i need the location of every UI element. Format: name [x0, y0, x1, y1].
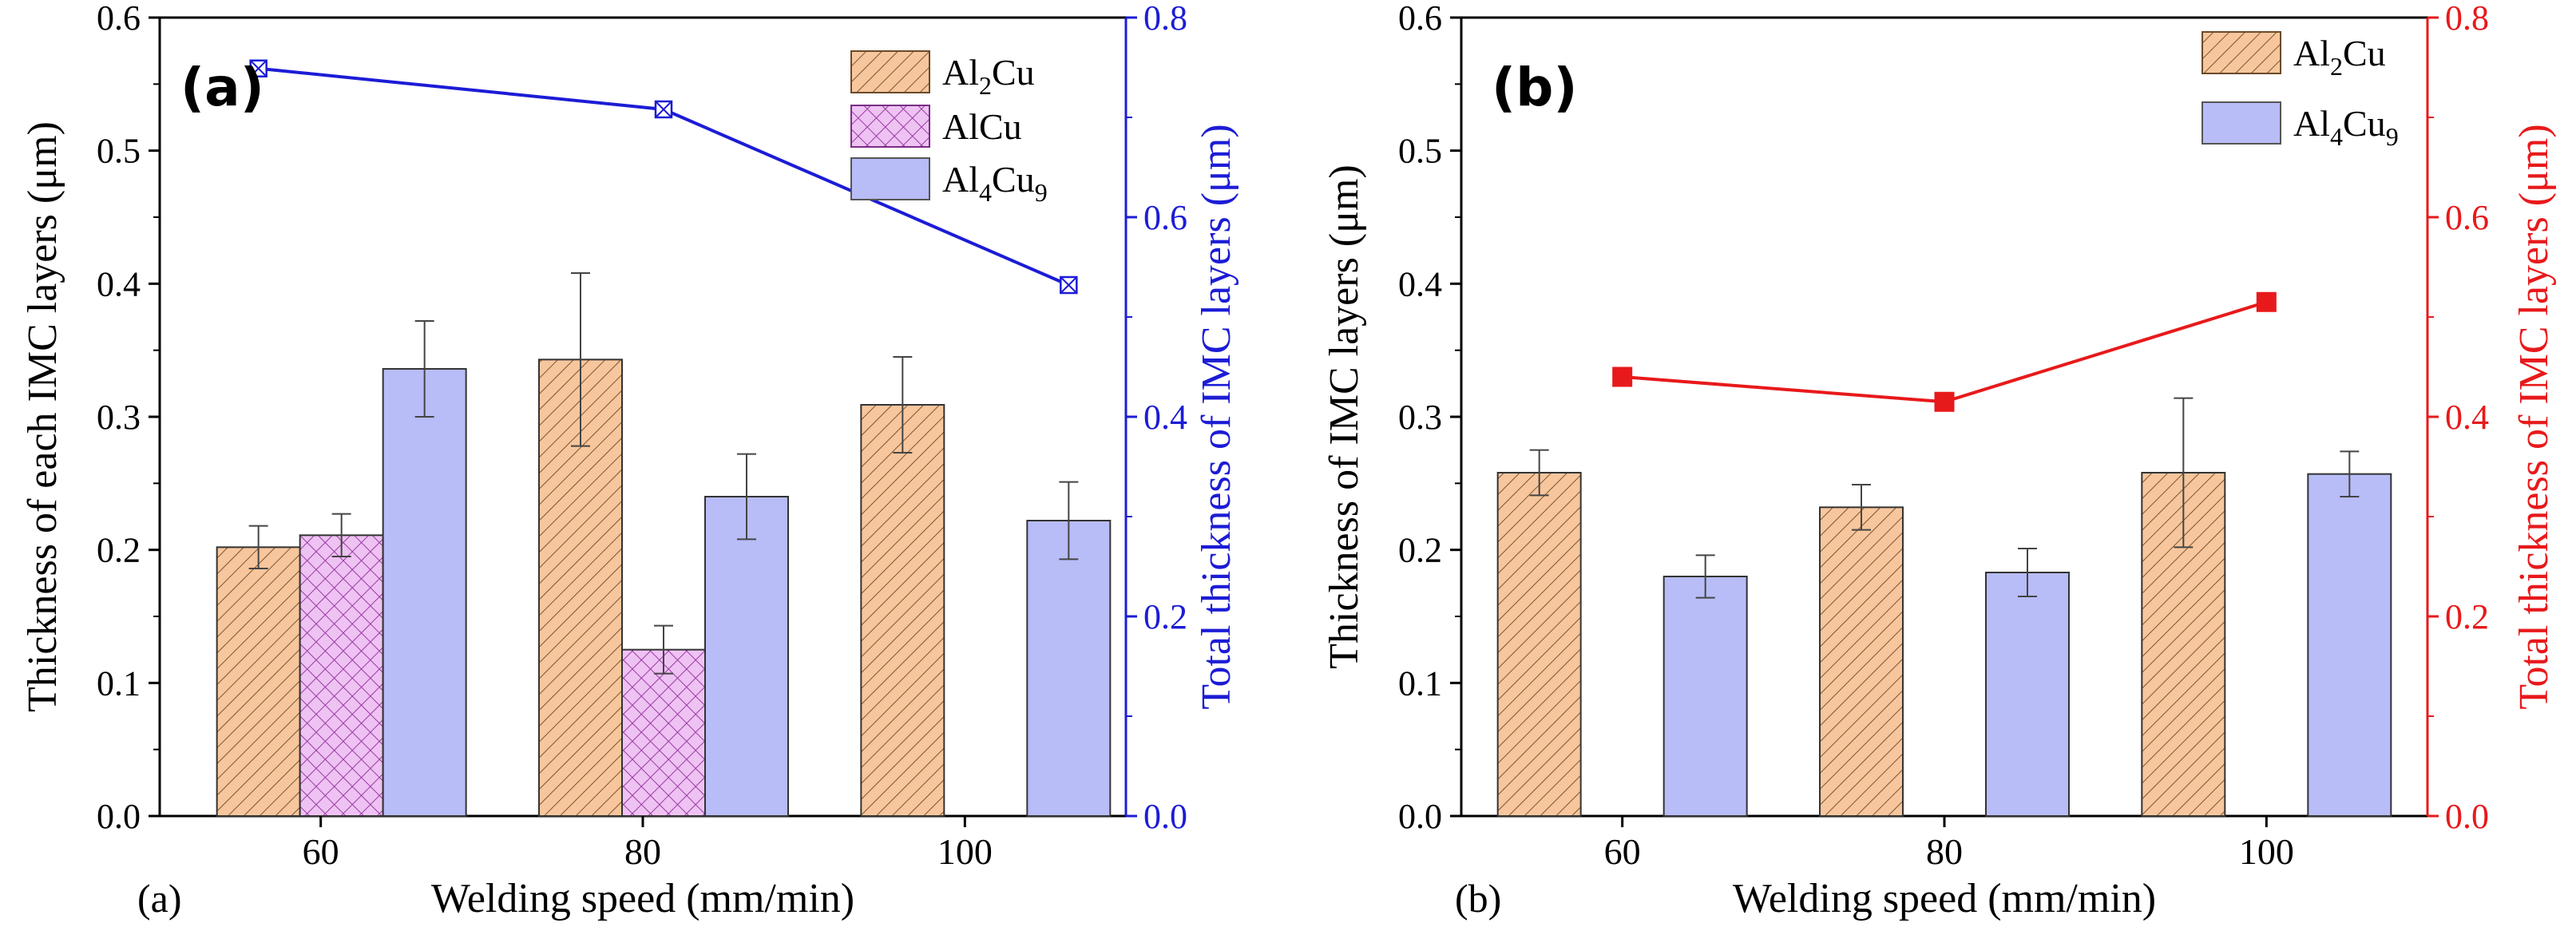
error-bar-al2cu-60-a	[248, 525, 268, 569]
error-bar-alcu-60-a	[331, 513, 351, 557]
bar-al4cu9-60-b	[1663, 576, 1748, 817]
y-tick-label-a: 0.1	[97, 664, 141, 703]
chart-panel-b: 0.0 0.1 0.2 0.3 0.4 0.5 0.6 0.0 0.2 0.4 0.6 0.8 60 80…	[1322, 0, 2557, 921]
y-right-tick-label-a: 0.6	[1143, 198, 1187, 237]
total-point-100-b	[2256, 291, 2277, 312]
x-tick-label-b: 100	[2239, 831, 2294, 872]
y-tick-label-a: 0.4	[97, 264, 141, 303]
y-right-tick-label-a: 0.4	[1143, 398, 1187, 437]
y-axis-right-label-b: Total thickness of IMC layers (μm)	[2511, 124, 2557, 709]
legend-label-al4cu9-a: Al4Cu9	[942, 159, 1048, 207]
total-point-100-a	[1060, 275, 1078, 295]
bar-alcu-80-a	[621, 648, 706, 818]
y-right-tick-label-a: 0.0	[1143, 797, 1187, 836]
y-tick-label-b: 0.2	[1398, 531, 1442, 570]
y-right-tick-label-b: 0.8	[2445, 0, 2489, 38]
y-right-tick-label-b: 0.4	[2445, 398, 2489, 437]
error-bar-al4cu9-100-a	[1059, 481, 1079, 561]
error-bar-al4cu9-100-b	[2340, 450, 2360, 497]
x-tick-label-a: 100	[937, 831, 993, 872]
error-bar-al4cu9-80-a	[737, 453, 756, 541]
ticks-b: 0.0 0.1 0.2 0.3 0.4 0.5 0.6 0.0 0.2 0.4 0.6 0.8 60 80…	[1398, 0, 2489, 872]
bars-a	[216, 359, 1112, 818]
bars-b	[1496, 472, 2392, 818]
y-tick-label-b: 0.5	[1398, 132, 1442, 171]
legend-label-al2cu-a: Al2Cu	[942, 52, 1035, 100]
total-point-80-b	[1934, 391, 1955, 412]
y-tick-label-a: 0.3	[97, 398, 141, 437]
total-point-60-a	[249, 59, 268, 77]
x-axis-label-b: Welding speed (mm/min)	[1733, 876, 2156, 921]
bar-al4cu9-80-a	[704, 496, 789, 817]
legend-swatch-al4cu9-a	[850, 157, 930, 200]
error-bars-b	[1529, 397, 2360, 599]
y-tick-label-b: 0.0	[1398, 797, 1442, 836]
bar-al2cu-60-b	[1496, 472, 1582, 817]
total-line-b	[1612, 291, 2277, 412]
ticks-a: 0.0 0.1 0.2 0.3 0.4 0.5 0.6 0.0 0.2 0.4 0.6 0.8 60 80…	[97, 0, 1187, 872]
legend-swatch-alcu-a	[850, 105, 930, 148]
error-bar-al2cu-80-b	[1852, 484, 1871, 531]
y-tick-label-b: 0.4	[1398, 264, 1442, 303]
plot-area-a: 0.0 0.1 0.2 0.3 0.4 0.5 0.6 0.0 0.2 0.4 0.6 0.8 60 80…	[97, 0, 1187, 872]
total-line-a	[249, 59, 1078, 295]
bar-alcu-60-a	[299, 534, 384, 817]
y-right-tick-label-a: 0.2	[1143, 597, 1187, 636]
y-tick-label-b: 0.1	[1398, 664, 1442, 703]
x-tick-label-a: 80	[624, 831, 661, 872]
error-bar-al2cu-100-a	[893, 356, 913, 454]
panel-tag-b: (b)	[1492, 57, 1578, 118]
legend-label-alcu-a: AlCu	[942, 106, 1022, 147]
y-tick-label-b: 0.3	[1398, 398, 1442, 437]
chart-panel-a: 0.0 0.1 0.2 0.3 0.4 0.5 0.6 0.0 0.2 0.4 0.6 0.8 60 80…	[20, 0, 1239, 921]
plot-frame-b	[1460, 16, 2429, 818]
legend-label-al2cu-b: Al2Cu	[2293, 33, 2386, 81]
bar-al4cu9-60-a	[382, 368, 467, 817]
error-bar-al4cu9-60-a	[414, 320, 434, 418]
legend-label-al4cu9-b: Al4Cu9	[2293, 103, 2399, 151]
y-tick-label-b: 0.6	[1398, 0, 1442, 38]
y-tick-label-a: 0.5	[97, 132, 141, 171]
bar-al2cu-80-b	[1819, 506, 1904, 817]
bar-al2cu-60-a	[216, 546, 301, 817]
legend-a: Al2Cu AlCu Al4Cu9	[850, 50, 1048, 207]
caption-b: (b)	[1455, 876, 1501, 921]
total-point-80-a	[654, 100, 673, 119]
legend-swatch-al2cu-b	[2201, 31, 2281, 74]
error-bar-al4cu9-80-b	[2018, 548, 2037, 597]
y-right-tick-label-a: 0.8	[1143, 0, 1187, 38]
y-axis-right-label-a: Total thickness of IMC layers (μm)	[1194, 124, 1239, 709]
bar-al4cu9-100-a	[1026, 520, 1112, 817]
y-tick-label-a: 0.6	[97, 0, 141, 38]
panel-tag-a: (a)	[180, 57, 264, 118]
y-right-tick-label-b: 0.6	[2445, 198, 2489, 237]
error-bar-al4cu9-60-b	[1695, 554, 1715, 599]
x-axis-label-a: Welding speed (mm/min)	[431, 876, 854, 921]
error-bars-a	[248, 272, 1079, 675]
total-thickness-line-b	[1622, 300, 2267, 404]
legend-b: Al2Cu Al4Cu9	[2201, 31, 2399, 151]
error-bar-alcu-80-a	[654, 624, 673, 675]
x-tick-label-a: 60	[303, 831, 339, 872]
error-bar-al2cu-60-b	[1529, 449, 1549, 497]
plot-area-b: 0.0 0.1 0.2 0.3 0.4 0.5 0.6 0.0 0.2 0.4 0.6 0.8 60 80…	[1398, 0, 2489, 872]
y-axis-label-b: Thickness of IMC layers (μm)	[1322, 164, 1367, 669]
y-right-tick-label-b: 0.0	[2445, 797, 2489, 836]
legend-swatch-al2cu-a	[850, 50, 930, 93]
legend-swatch-al4cu9-b	[2201, 101, 2281, 145]
error-bar-al2cu-80-a	[571, 272, 590, 447]
error-bar-al2cu-100-b	[2174, 397, 2194, 549]
y-right-tick-label-b: 0.2	[2445, 597, 2489, 636]
bar-al4cu9-80-b	[1985, 572, 2070, 817]
x-tick-label-b: 60	[1604, 831, 1641, 872]
bar-al2cu-100-a	[860, 404, 945, 817]
caption-a: (a)	[137, 876, 182, 921]
y-tick-label-a: 0.2	[97, 531, 141, 570]
y-tick-label-a: 0.0	[97, 797, 141, 836]
x-tick-label-b: 80	[1926, 831, 1963, 872]
y-axis-label-a: Thickness of each IMC layers (μm)	[20, 121, 65, 712]
total-point-60-b	[1612, 366, 1633, 387]
bar-al4cu9-100-b	[2307, 473, 2392, 818]
